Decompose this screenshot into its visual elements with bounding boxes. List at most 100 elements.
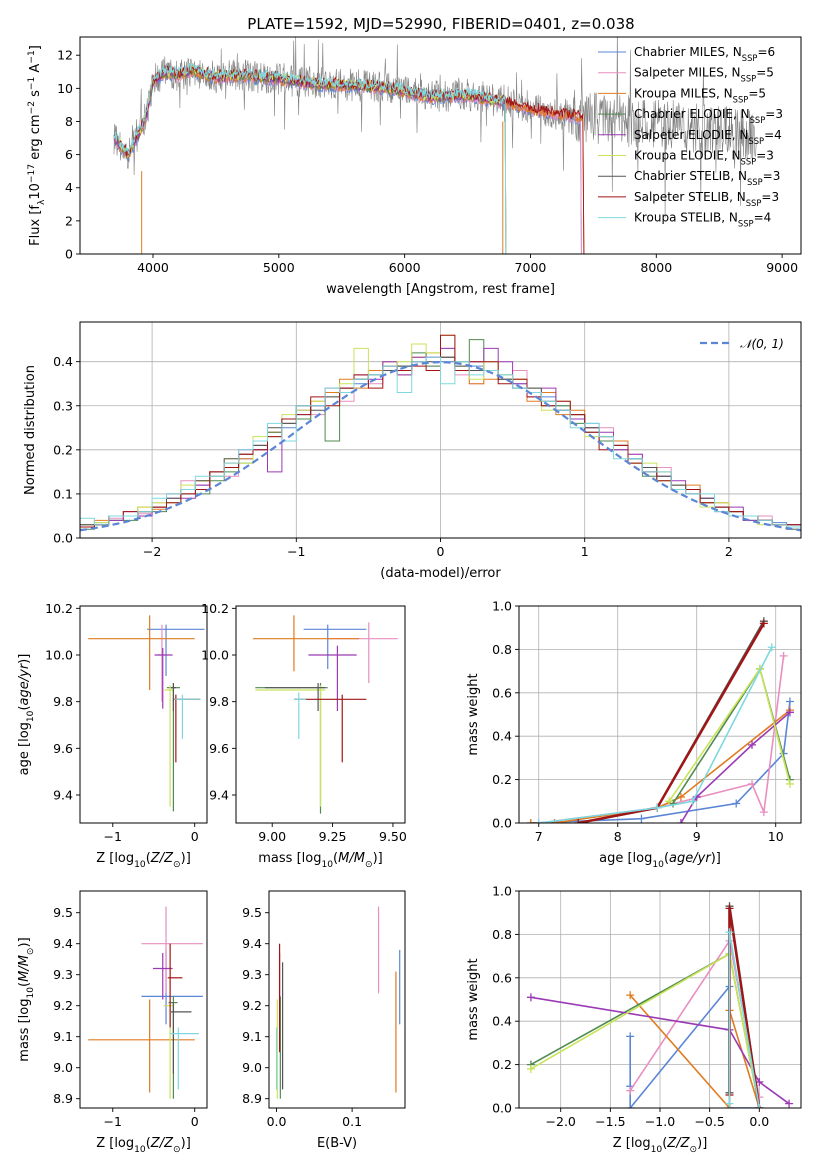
- y-tick-label: 9.5: [53, 905, 73, 920]
- figure-title: PLATE=1592, MJD=52990, FIBERID=0401, z=0…: [247, 15, 634, 33]
- x-tick-label: 0: [437, 544, 445, 559]
- axes-frame: [518, 605, 802, 824]
- errorbar-point: [303, 624, 367, 669]
- axes-frame: [268, 890, 406, 1109]
- y-tick-label: 10.0: [201, 648, 229, 663]
- y-tick-label: 1.0: [492, 884, 512, 899]
- y-tick-label: 9.8: [53, 694, 73, 709]
- y-tick-label: 9.3: [53, 967, 73, 982]
- mass-weight-marker: [526, 1064, 535, 1073]
- y-tick-label: 0.8: [492, 927, 512, 942]
- y-tick-label: 9.2: [53, 998, 73, 1013]
- x-tick-label: 0.0: [267, 1114, 287, 1129]
- mass-weight-marker: [759, 619, 768, 628]
- errorbar-point: [174, 694, 201, 739]
- mass-weight-marker: [748, 740, 757, 749]
- age-vs-Z-panel: −1 0 9.4 9.6 9.8 10.0 10.2 Z [log10(Z/Z⊙)] age […: [17, 601, 208, 870]
- x-tick-label: −1: [104, 1114, 122, 1129]
- mass-vs-EBV-panel: 0.0 0.1 8.9 9.0 9.1 9.2 9.3 9.4 9.5 E(B-V): [242, 890, 406, 1151]
- y-axis-label: mass [log10(M/M⊙)]: [17, 937, 36, 1061]
- legend-label: Kroupa ELODIE, NSSP=3: [634, 149, 774, 167]
- mass-weight-marker: [725, 1099, 734, 1108]
- mass-weight-line: [577, 620, 765, 823]
- y-axis-label: Normed distribution: [23, 365, 38, 495]
- y-tick-label: 4: [65, 180, 73, 195]
- axes-frame: [235, 605, 406, 824]
- mass-weight-marker: [653, 803, 662, 812]
- legend-label: Kroupa MILES, NSSP=5: [634, 86, 766, 104]
- errorbar-point: [88, 999, 195, 1093]
- x-tick-label: 6000: [389, 260, 421, 275]
- x-tick-label: 9.25: [319, 829, 347, 844]
- mass-weight-marker: [688, 797, 697, 806]
- mass-weight-line: [530, 701, 791, 823]
- y-tick-label: 0.8: [492, 642, 512, 657]
- mass-weight-marker: [676, 792, 685, 801]
- x-axis-label: Z [log10(Z/Z⊙)]: [96, 1136, 191, 1155]
- x-axis-label: wavelength [Angstrom, rest frame]: [326, 282, 555, 297]
- errorbar-point: [170, 1002, 192, 1074]
- x-tick-label: 5000: [263, 260, 295, 275]
- x-tick-label: 4000: [137, 260, 169, 275]
- x-tick-label: −0.5: [694, 1114, 724, 1129]
- x-tick-label: 9.50: [379, 829, 407, 844]
- y-tick-label: 9.4: [209, 788, 229, 803]
- errorbar-point: [170, 1027, 199, 1090]
- plot-area: [80, 334, 801, 538]
- mass-weight-marker: [637, 814, 646, 823]
- x-axis-label: age [log10(age/yr)]: [599, 851, 721, 870]
- errorbar-point: [147, 624, 205, 676]
- legend-label: Salpeter MILES, NSSP=5: [634, 66, 774, 84]
- x-tick-label: −1: [287, 544, 305, 559]
- age-vs-mass-panel: 9.00 9.25 9.50 9.4 9.6 9.8 10.0 10.2 mass [log10…: [201, 601, 407, 870]
- mass-weight-marker: [626, 1086, 635, 1095]
- y-tick-label: 9.4: [53, 788, 73, 803]
- plot-area: [526, 617, 794, 823]
- x-tick-label: 10: [768, 829, 784, 844]
- x-tick-label: 0.1: [342, 1114, 362, 1129]
- y-tick-label: 2: [65, 213, 73, 228]
- y-tick-label: 0.0: [492, 1101, 512, 1116]
- errorbar-point: [308, 645, 357, 711]
- mass-weight-marker: [748, 779, 757, 788]
- x-tick-label: 7: [535, 829, 543, 844]
- x-tick-label: 0: [191, 829, 199, 844]
- mass-weight-marker: [785, 708, 794, 717]
- mass-weight-line: [680, 711, 791, 823]
- y-tick-label: 10.2: [201, 601, 229, 616]
- y-tick-label: 9.0: [242, 1060, 262, 1075]
- x-tick-label: 7000: [515, 260, 547, 275]
- x-axis-label: E(B-V): [317, 1136, 357, 1151]
- y-tick-label: 9.4: [242, 936, 262, 951]
- y-axis-label: mass weight: [466, 673, 481, 755]
- x-tick-label: 0.0: [749, 1114, 769, 1129]
- y-tick-label: 10: [57, 81, 73, 96]
- errorbar-point: [327, 622, 398, 683]
- massweight-vs-Z-panel: −2.0 −1.5 −1.0 −0.5 0.0 0.0 0.2 0.4 0.6 0.8 1.0 Z […: [466, 884, 802, 1155]
- y-tick-label: 9.1: [242, 1029, 262, 1044]
- mass-weight-line: [629, 994, 761, 1108]
- y-tick-label: 9.4: [53, 936, 73, 951]
- y-tick-label: 8.9: [242, 1091, 262, 1106]
- errorbar-point: [154, 648, 173, 709]
- errorbar-point: [293, 692, 307, 739]
- y-tick-label: 1.0: [492, 599, 512, 614]
- errorbar-point: [255, 685, 326, 807]
- x-tick-label: 9: [693, 829, 701, 844]
- mass-weight-marker: [725, 928, 734, 937]
- y-tick-label: 0.6: [492, 970, 512, 985]
- mass-weight-marker: [626, 1032, 635, 1041]
- mass-weight-line: [538, 646, 773, 823]
- y-tick-label: 0.0: [53, 531, 73, 546]
- mass-weight-marker: [534, 819, 543, 823]
- x-tick-label: 9000: [766, 260, 798, 275]
- y-tick-label: 0.4: [53, 354, 73, 369]
- massweight-vs-age-panel: 7 8 9 10 0.0 0.2 0.4 0.6 0.8 1.0 age [log10(age/yr…: [466, 599, 802, 870]
- mass-weight-line: [538, 655, 785, 823]
- spectrum-panel: 4000 5000 6000 7000 8000 9000 0 2 4 6 8 10 12 Chabrie…: [27, 36, 802, 297]
- x-tick-label: 8000: [640, 260, 672, 275]
- x-tick-label: 1: [581, 544, 589, 559]
- x-axis-label: (data-model)/error: [380, 566, 501, 581]
- mass-weight-line: [530, 709, 791, 823]
